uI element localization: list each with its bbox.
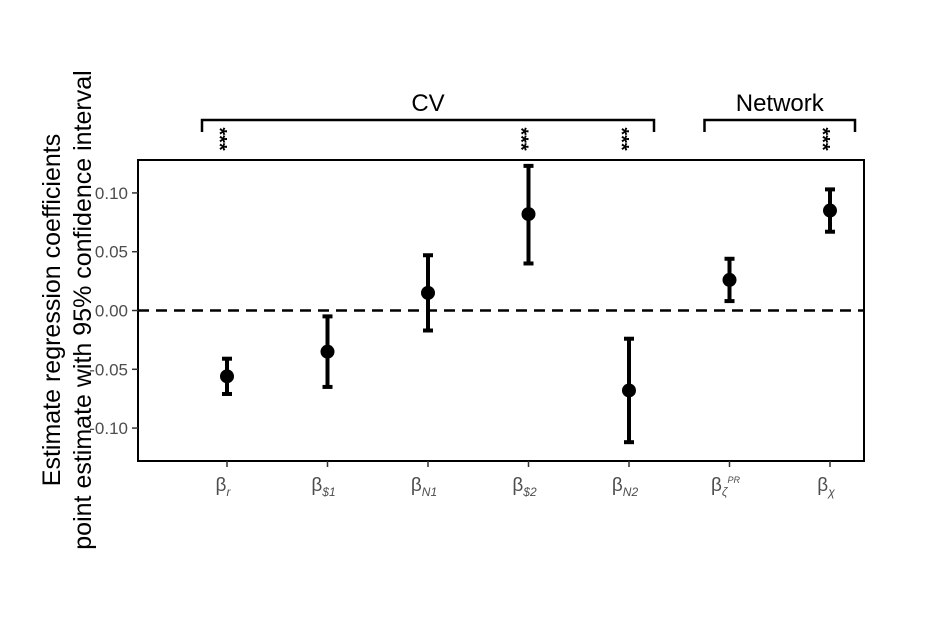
x-tick-label: βN2 [612,475,639,499]
point-estimate [421,285,435,300]
point-estimate [521,207,536,222]
significance-label: *** [510,127,532,151]
x-tick-label: β$1 [311,475,335,499]
group-bracket [200,118,656,132]
x-tick-label: βζPR [711,475,741,499]
significance-label: *** [811,127,833,151]
point-estimate [220,369,234,384]
y-tick-label: -0.10 [89,419,128,438]
significance-stars: *** *** *** *** [208,127,833,151]
y-axis-label: Estimate regression coefficients point es… [38,70,97,549]
x-tick-label: βχ [817,475,835,499]
group-bracket [703,118,857,132]
x-tick-label: β$2 [512,475,537,499]
y-axis-label-line: point estimate with 95% confidence inter… [69,70,97,549]
y-axis-label-line: Estimate regression coefficients [38,134,66,486]
coefficient-marks [220,163,837,445]
y-tick-label: -0.05 [89,360,128,379]
x-tick-label: βr [216,475,232,499]
point-estimate [320,344,335,359]
point-estimate [823,203,837,218]
group-brackets: CV Network [200,90,857,132]
group-label: CV [411,90,444,117]
significance-label: *** [208,127,230,151]
x-axis-ticks: βr β$1 βN1 β$2 βN2 βζPR βχ [216,461,835,499]
x-tick-label: βN1 [411,475,437,499]
group-label: Network [736,90,825,117]
significance-label: *** [610,127,632,151]
point-estimate [622,383,636,398]
y-tick-label: 0.00 [95,302,128,321]
y-axis-ticks: 0.10 0.05 0.00 -0.05 -0.10 [89,184,138,438]
y-tick-label: 0.10 [95,184,128,203]
y-tick-label: 0.05 [95,243,128,262]
point-estimate [722,272,737,287]
